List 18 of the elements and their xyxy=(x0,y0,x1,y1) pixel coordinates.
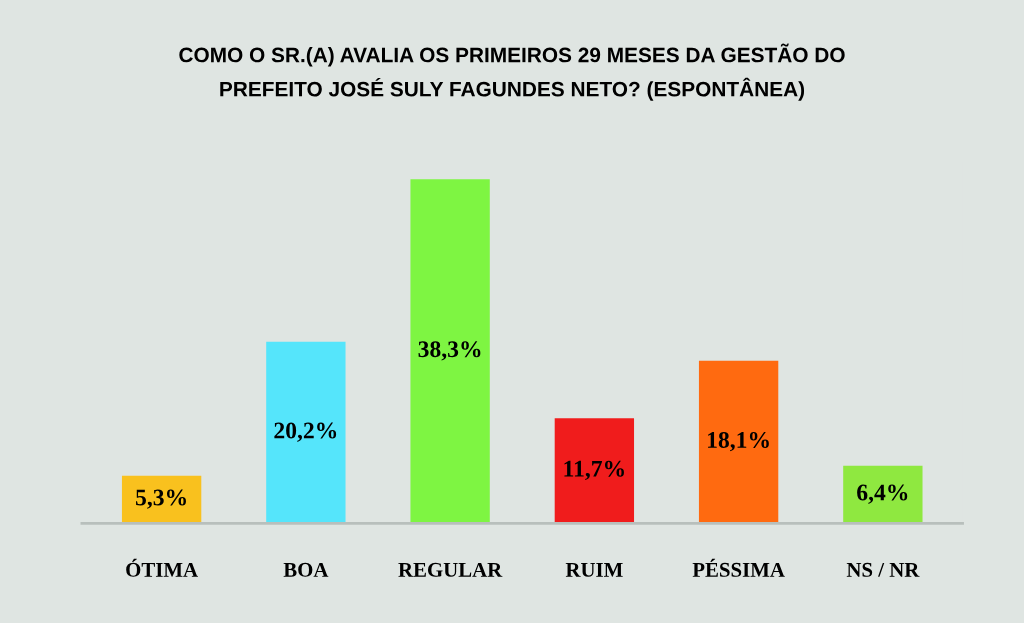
chart-title: COMO O SR.(A) AVALIA OS PRIMEIROS 29 MESES DA GESTÃO DO PREFEITO JOSÉ SULY FAGUNDES NETO? (ESPONTÂNEA) xyxy=(179,43,845,101)
data-label: 5,3% xyxy=(136,489,186,509)
data-label: 6,4% xyxy=(857,484,908,504)
bar xyxy=(698,360,779,524)
bar xyxy=(410,179,490,524)
x-tick-label: BOA xyxy=(283,562,329,577)
x-tick-label: NS / NR xyxy=(846,562,920,577)
data-label: 20,2% xyxy=(274,422,337,442)
x-tick-label: PÉSSIMA xyxy=(692,558,785,577)
bar xyxy=(843,465,923,524)
x-tick-label: ÓTIMA xyxy=(126,558,198,577)
data-label: 11,7% xyxy=(564,460,624,481)
bar xyxy=(554,418,635,524)
data-label: 18,1% xyxy=(708,431,769,452)
bar xyxy=(266,341,346,524)
x-tick-label: REGULAR xyxy=(398,562,503,577)
x-tick-label: RUIM xyxy=(565,563,623,577)
data-label: 38,3% xyxy=(418,341,481,361)
